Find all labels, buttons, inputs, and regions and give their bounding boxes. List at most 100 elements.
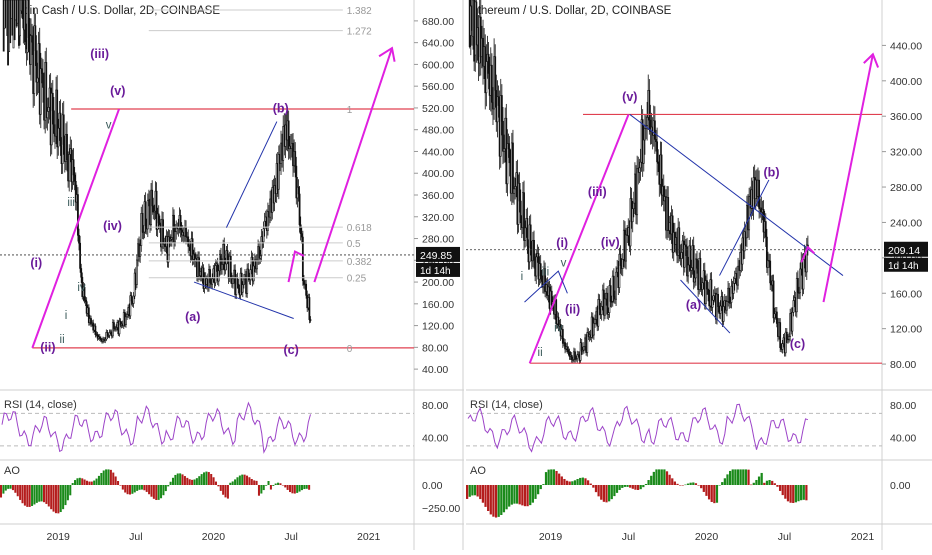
eth-candle-body (730, 285, 733, 303)
eth-ao-bar (476, 485, 479, 497)
bch-target-arrow (313, 47, 393, 283)
bch-candle-body (87, 307, 90, 323)
bch-ao-bar (9, 485, 12, 489)
bch-candle-body (246, 268, 249, 294)
eth-candle-body (475, 1, 478, 46)
eth-ao-bar (492, 485, 495, 517)
bch-price-tick-label: 200.00 (422, 277, 454, 289)
eth-candle-body (690, 267, 693, 271)
eth-wave-label: (b) (764, 165, 780, 179)
bch-ao-bar (272, 485, 275, 486)
eth-candle-body (570, 354, 573, 360)
eth-ao-bar (558, 473, 561, 485)
bch-candle-body (104, 338, 107, 341)
bch-ao-bar (179, 473, 182, 485)
bch-candle-body (162, 219, 164, 245)
bch-candle-body (303, 280, 305, 285)
eth-candle-body (685, 244, 687, 247)
eth-candle-body (653, 120, 656, 140)
bch-candle-body (242, 278, 245, 286)
eth-wave-label: (iv) (601, 235, 620, 249)
eth-target-arrow (822, 54, 874, 303)
eth-price-tick-label: 360.00 (890, 111, 922, 123)
eth-time-tick-label: Jul (778, 531, 791, 543)
eth-candle-body (797, 278, 799, 294)
bch-ao-bar (214, 481, 217, 485)
bch-candle-body (214, 265, 217, 284)
bch-candle-body (187, 236, 190, 247)
bch-ao-bar (226, 485, 229, 499)
eth-ao-bar (576, 479, 579, 485)
eth-ao-bar (734, 469, 737, 485)
bch-trend-ab (225, 121, 278, 228)
bch-candle-body (108, 332, 111, 336)
eth-candle-body (696, 258, 698, 269)
eth-candle-body (592, 323, 595, 336)
eth-ao-bar (581, 477, 584, 485)
eth-trend-ac (680, 279, 731, 334)
eth-ao-bar (663, 469, 666, 485)
eth-ao-bar (555, 470, 558, 485)
bch-candle-body (258, 246, 261, 259)
bch-ao-bar (160, 485, 163, 499)
bch-wave-label: i (65, 310, 68, 322)
bch-ao-bar (262, 485, 265, 491)
eth-ao-bar (468, 485, 471, 497)
bch-ao-bar (14, 485, 17, 493)
bch-recent-arrow (287, 250, 305, 283)
bch-ao-bar (217, 485, 220, 487)
eth-candle-body (726, 301, 728, 311)
eth-candle-body (733, 278, 736, 284)
eth-candle-body (629, 198, 632, 247)
eth-candle-body (693, 277, 696, 283)
bch-ao-bar (59, 485, 62, 513)
bch-candle-body (34, 25, 37, 51)
eth-ao-bar (755, 479, 758, 485)
bch-ao-bar (152, 485, 155, 499)
bch-ao-bar (40, 485, 43, 502)
bch-price-tick-label: 360.00 (422, 190, 454, 202)
bch-candle-body (259, 255, 262, 259)
eth-rsi-tick-label: 80.00 (890, 400, 916, 412)
eth-ao-bar (521, 485, 524, 506)
eth-ao-bar (636, 485, 640, 490)
eth-ao-bar (489, 485, 492, 515)
bch-ao-label: AO (4, 465, 20, 477)
eth-candle-body (710, 279, 713, 308)
eth-candle-body (490, 64, 493, 103)
eth-ao-bar (542, 484, 545, 485)
eth-candle-body (662, 186, 665, 202)
bch-ao-bar (303, 485, 306, 490)
bch-candle-body (209, 269, 211, 283)
eth-candle-body (598, 299, 601, 310)
bch-ao-bar (114, 476, 117, 485)
eth-ao-bar (621, 485, 624, 488)
eth-candle-body (535, 256, 538, 277)
eth-candle-body (479, 16, 482, 58)
eth-candle-body (564, 342, 566, 350)
bch-candle-body (179, 215, 182, 231)
bch-ao-bar (231, 481, 234, 485)
bch-trend-ac (193, 281, 294, 319)
bch-time-tick-label: 2019 (47, 531, 71, 543)
bch-ao-bar (293, 485, 296, 494)
eth-ao-bar (631, 485, 634, 489)
bch-candle-body (256, 259, 258, 270)
eth-ao-bar (573, 480, 577, 485)
eth-price-tick-label: 160.00 (890, 288, 922, 300)
bch-fib-level-label: 1.272 (347, 27, 372, 38)
bch-ao-bar (253, 480, 256, 485)
bch-ao-bar (212, 477, 215, 485)
bch-rsi-line (1, 401, 311, 454)
bch-ao-bar (260, 485, 263, 494)
eth-candle-body (571, 359, 574, 361)
eth-wave-label: (ii) (565, 303, 580, 317)
eth-ao-bar (550, 469, 553, 485)
bch-candle-body (115, 327, 118, 330)
eth-candle-body (729, 302, 732, 304)
bch-ao-bar (207, 472, 210, 485)
bch-candle-body (287, 120, 290, 150)
bch-price-tick-label: 480.00 (422, 125, 454, 137)
bch-wave-label: (v) (110, 84, 125, 98)
